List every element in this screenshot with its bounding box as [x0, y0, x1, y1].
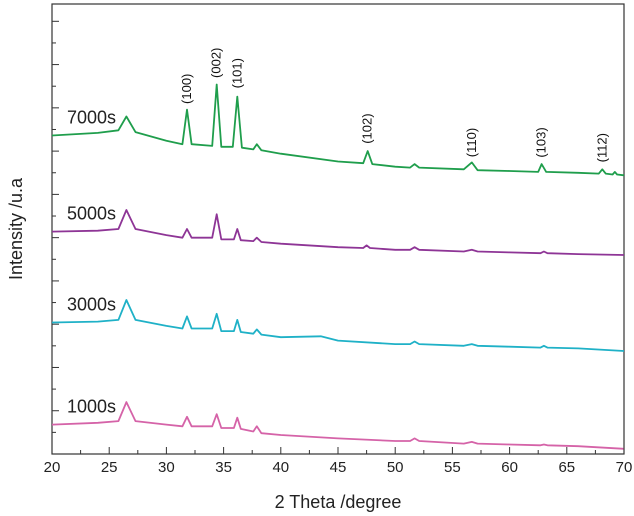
series-layer [51, 83, 625, 450]
peak-label: (100) [179, 74, 194, 104]
peak-label: (002) [209, 48, 224, 78]
series-line-3000s [51, 299, 625, 352]
series-line-7000s [51, 83, 625, 177]
peak-label: (110) [464, 128, 479, 157]
x-axis-title: 2 Theta /degree [275, 492, 402, 512]
x-tick-label: 25 [101, 459, 118, 476]
x-tick-label: 45 [330, 459, 347, 476]
x-tick-label: 70 [616, 459, 633, 476]
x-tick-label: 65 [558, 459, 575, 476]
x-tick-label: 20 [44, 459, 61, 476]
series-label-7000s: 7000s [67, 108, 116, 128]
x-tick-label: 55 [444, 459, 461, 476]
peak-label: (102) [360, 113, 375, 143]
x-tick-label: 50 [387, 459, 404, 476]
x-tick-label: 30 [158, 459, 175, 476]
peak-label: (101) [229, 58, 244, 88]
labels-layer: 1000s 3000s 5000s 7000s (100) (002) (101) (102)… [67, 48, 609, 417]
series-line-5000s [51, 209, 625, 256]
ticks-layer: 20 25 30 35 40 45 50 55 60 65 70 [44, 20, 633, 476]
x-tick-label: 60 [501, 459, 518, 476]
x-tick-label: 40 [272, 459, 289, 476]
series-label-1000s: 1000s [67, 397, 116, 417]
y-axis-title: Intensity /u.a [6, 177, 26, 280]
series-label-3000s: 3000s [67, 294, 116, 314]
x-tick-label: 35 [215, 459, 232, 476]
peak-label: (112) [594, 133, 609, 162]
series-label-5000s: 5000s [67, 204, 116, 224]
peak-label: (103) [534, 127, 549, 157]
series-line-1000s [51, 401, 625, 450]
